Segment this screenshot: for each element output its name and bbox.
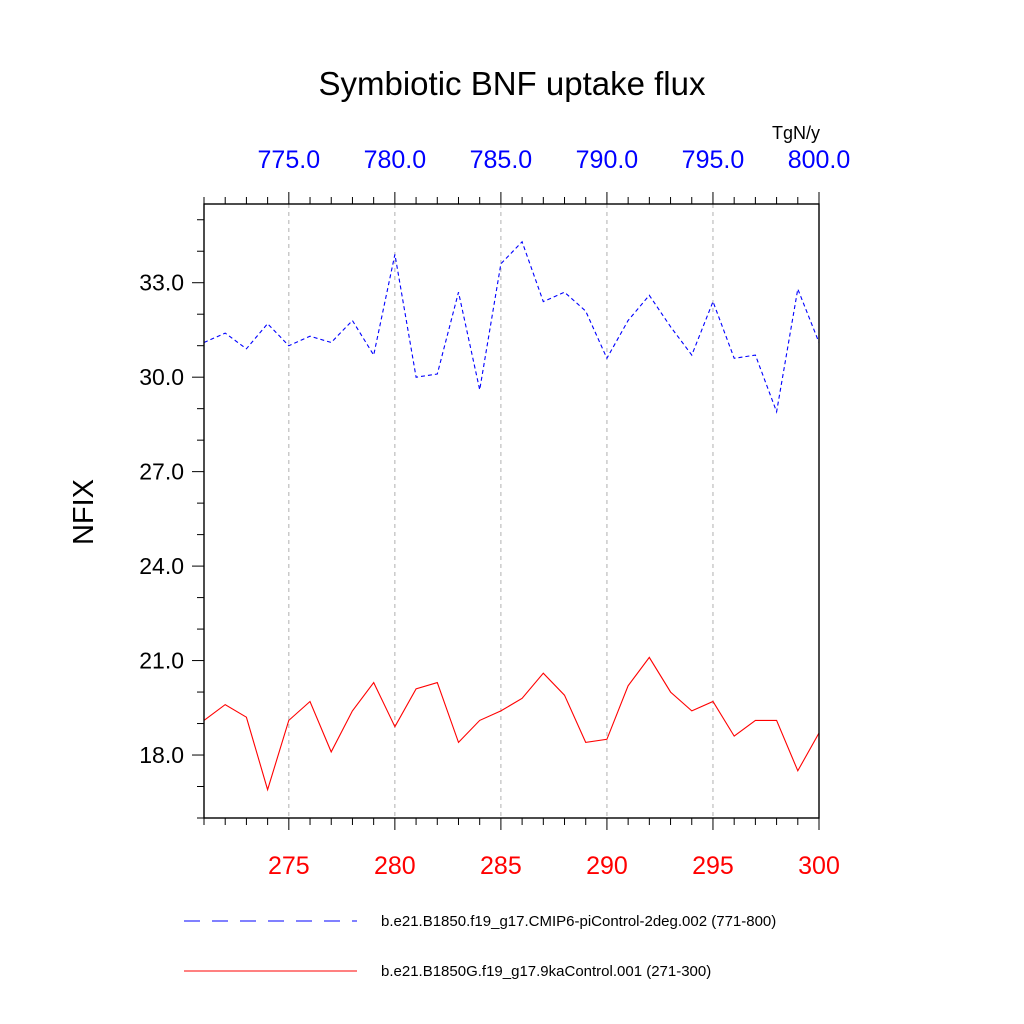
x-tick-label: 290 <box>586 852 628 880</box>
tick-labels: 275 280 285 290 295 300 775.0 780.0 785.0 790.0 79… <box>139 146 850 880</box>
top-tick-label: 795.0 <box>682 146 745 174</box>
legend: b.e21.B1850.f19_g17.CMIP6-piControl-2deg… <box>184 913 776 980</box>
y-tick-label: 18.0 <box>139 742 184 768</box>
top-tick-label: 785.0 <box>470 146 533 174</box>
series-line-1 <box>203 240 820 414</box>
y-axis-label: NFIX <box>68 479 100 545</box>
y-tick-label: 30.0 <box>139 364 184 390</box>
chart-title: Symbiotic BNF uptake flux <box>319 65 706 102</box>
legend-label-1: b.e21.B1850.f19_g17.CMIP6-piControl-2deg… <box>381 913 776 930</box>
y-tick-label: 33.0 <box>139 270 184 296</box>
grid-lines <box>288 204 714 818</box>
units-label: TgN/y <box>772 123 820 143</box>
series-group <box>203 240 820 792</box>
top-tick-label: 775.0 <box>258 146 321 174</box>
axis-ticks <box>192 192 820 830</box>
series-line-2 <box>203 656 820 792</box>
x-tick-label: 300 <box>798 852 840 880</box>
y-tick-label: 27.0 <box>139 459 184 485</box>
x-tick-label: 275 <box>268 852 310 880</box>
top-tick-label: 780.0 <box>364 146 427 174</box>
top-tick-label: 790.0 <box>576 146 639 174</box>
x-tick-label: 280 <box>374 852 416 880</box>
y-tick-label: 24.0 <box>139 553 184 579</box>
y-tick-label: 21.0 <box>139 648 184 674</box>
x-tick-label: 285 <box>480 852 522 880</box>
top-tick-label: 800.0 <box>788 146 851 174</box>
x-tick-label: 295 <box>692 852 734 880</box>
plot-frame <box>203 203 820 819</box>
legend-label-2: b.e21.B1850G.f19_g17.9kaControl.001 (271… <box>381 963 711 980</box>
